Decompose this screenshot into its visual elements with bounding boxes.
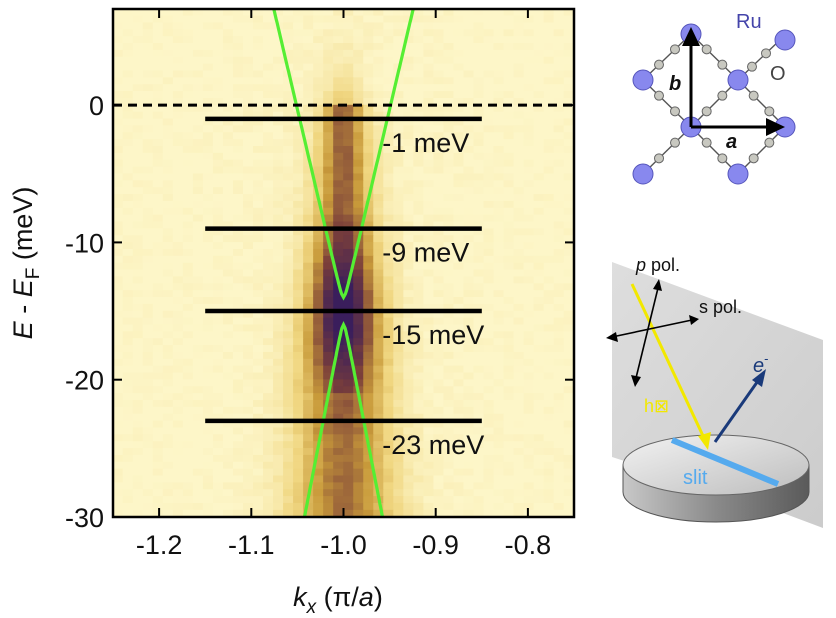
dispersion-upper-branch [272,9,415,301]
cut-label-4: -23 meV [382,430,484,460]
s-pol-head-left-icon [606,332,618,342]
x-tick-label: -0.8 [505,530,552,560]
p-pol-head-bottom-icon [631,375,641,387]
label-hv: h⊠ [644,396,669,416]
y-tick-label: -30 [65,503,104,533]
sample-disk-top [622,434,810,496]
oxygen-atom [701,44,712,55]
intensity-map [113,9,574,517]
oxygen-atom [717,153,728,164]
y-axis-label: E - EF (meV) [8,187,44,340]
x-tick-label: -1.1 [228,530,275,560]
y-tick-label: -20 [65,366,104,396]
oxygen-atom [670,106,680,117]
electron-arrowhead-icon [752,369,766,387]
ruthenium-atom [632,163,654,185]
oxygen-atom [670,44,680,55]
slit [670,437,780,487]
photon-beam [630,283,706,439]
y-axis: 0 -10 -20 -30 [65,91,574,533]
electron-path [713,377,762,443]
oxygen-atom [717,59,728,70]
oxygen-atom [670,137,680,148]
label-a: a [726,131,737,153]
ruthenium-atom [727,163,749,185]
y-tick-label: 0 [89,91,104,121]
oxygen-atom [747,61,757,72]
arpes-plot: -1 meV-9 meV-15 meV-23 meV -1.2 -1.1 -1.0-… [8,7,576,618]
dispersion-curves [272,9,415,517]
s-pol-head-right-icon [689,315,699,325]
dispersion-lower-branch [302,321,385,517]
ruthenium-atom [632,69,654,91]
y-tick-label: -10 [65,228,104,258]
ruthenium-atom [774,29,796,51]
oxygen-atom [764,137,775,148]
label-b: b [669,73,681,95]
p-pol-arrow [635,287,659,379]
oxygen-atom [701,137,712,148]
s-pol-arrow [611,319,693,338]
cut-label-1: -1 meV [382,128,469,158]
energy-cuts: -1 meV -9 meV -15 meV -23 meV [205,116,484,460]
oxygen-atom [761,48,771,59]
label-o: O [770,63,786,85]
label-electron: e- [753,351,768,377]
oxygen-atom [717,90,728,101]
label-p-pol: p pol. [635,255,680,275]
x-tick-label: -1.0 [320,530,367,560]
x-axis-label: kx (π/a) [293,582,383,618]
x-axis: -1.2 -1.1 -1.0 -0.9 -0.8 [136,9,551,560]
ruthenium-atom [727,69,749,91]
oxygen-atom [748,90,759,101]
x-tick-label: -0.9 [412,530,459,560]
label-slit: slit [683,467,708,489]
lattice-inset: Ru O b a [632,11,796,185]
x-tick-label: -1.2 [136,530,183,560]
geometry-sketch: slit h⊠ e- p pol. s pol. [606,255,823,528]
oxygen-atom [654,153,664,164]
label-ru: Ru [736,11,762,33]
photon-arrowhead-icon [698,432,711,450]
p-pol-head-top-icon [653,279,662,291]
arrowhead-a-icon [766,118,785,136]
oxygen-atom [654,90,664,101]
cut-label-2: -9 meV [382,238,469,268]
arrowhead-b-icon [682,27,700,46]
oxygen-atom [748,153,759,164]
oxygen-atom [654,59,664,70]
cut-label-3: -15 meV [382,320,484,350]
label-s-pol: s pol. [699,297,742,317]
oxygen-atom [701,106,712,117]
oxygen-atom [764,106,775,117]
